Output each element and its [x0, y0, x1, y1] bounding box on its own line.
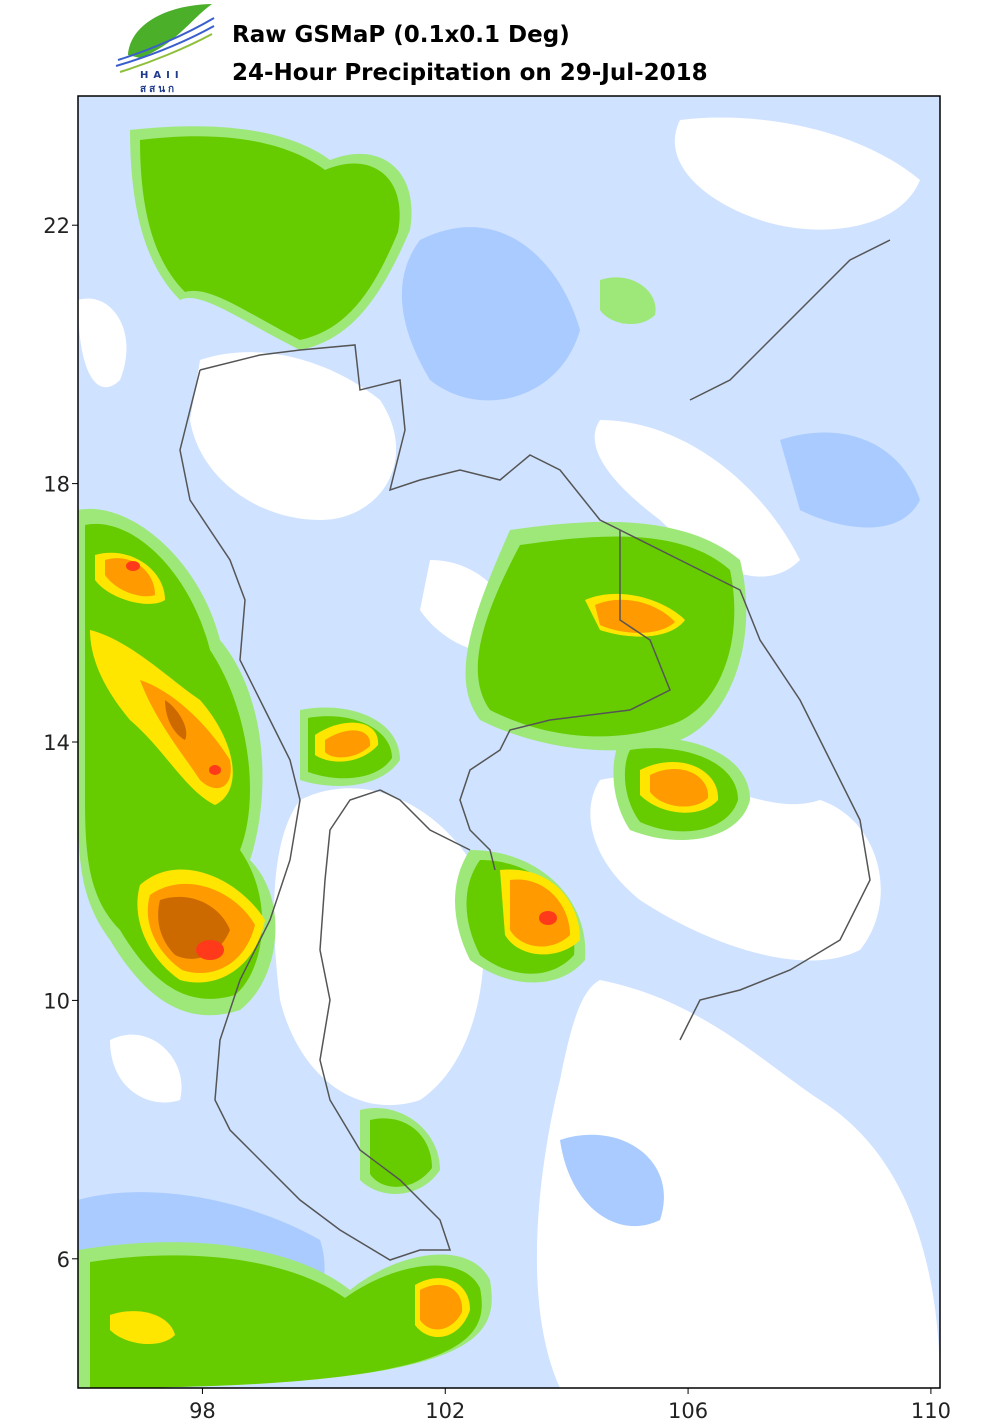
- logo-thai: สสนก: [140, 84, 177, 95]
- x-tick-label: 98: [189, 1399, 216, 1423]
- logo: HAII สสนก: [115, 4, 215, 95]
- y-tick-label: 6: [57, 1248, 70, 1272]
- y-tick-label: 22: [43, 214, 70, 238]
- y-tick-label: 18: [43, 473, 70, 497]
- map-title: Raw GSMaP (0.1x0.1 Deg): [232, 22, 570, 48]
- x-tick-label: 102: [425, 1399, 465, 1423]
- x-tick-label: 110: [911, 1399, 951, 1423]
- x-tick-label: 106: [668, 1399, 708, 1423]
- y-tick-label: 14: [43, 731, 70, 755]
- precipitation-field: [78, 96, 940, 1388]
- y-tick-label: 10: [43, 989, 70, 1013]
- logo-name: HAII: [140, 70, 184, 81]
- map-subtitle: 24-Hour Precipitation on 29-Jul-2018: [232, 60, 708, 86]
